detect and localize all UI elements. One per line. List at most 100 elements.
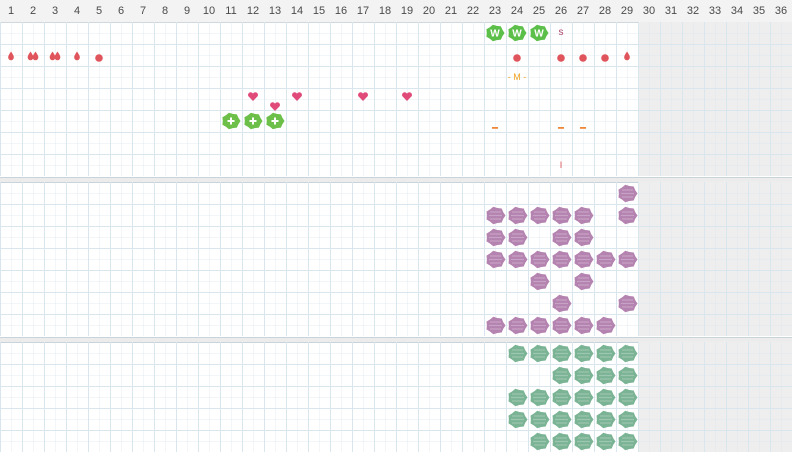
green-blob-marker[interactable] (617, 388, 638, 407)
green-blob-marker[interactable] (507, 344, 528, 363)
day-label[interactable]: 1 (7, 5, 15, 17)
dash-icon[interactable] (556, 118, 566, 129)
green-blob-marker[interactable] (595, 344, 616, 363)
dash-icon[interactable] (578, 118, 588, 129)
purple-blob-marker[interactable] (529, 206, 550, 225)
purple-blob-marker[interactable] (507, 228, 528, 247)
day-label[interactable]: 29 (620, 5, 634, 17)
blood-drop-icon[interactable] (620, 49, 634, 61)
day-note[interactable]: s (558, 27, 564, 38)
purple-blob-marker[interactable] (551, 206, 572, 225)
day-label[interactable]: 35 (752, 5, 766, 17)
day-label[interactable]: 9 (183, 5, 191, 17)
purple-blob-marker[interactable] (529, 316, 550, 335)
purple-blob-marker[interactable] (485, 228, 506, 247)
plus-badge-icon[interactable] (221, 112, 241, 130)
purple-blob-marker[interactable] (485, 250, 506, 269)
green-blob-marker[interactable] (617, 410, 638, 429)
dash-icon[interactable] (490, 118, 500, 129)
purple-blob-marker[interactable] (595, 250, 616, 269)
purple-blob-marker[interactable] (551, 228, 572, 247)
purple-blob-marker[interactable] (617, 294, 638, 313)
blood-drop-icon[interactable] (26, 49, 40, 61)
purple-blob-marker[interactable] (485, 316, 506, 335)
green-blob-marker[interactable] (617, 366, 638, 385)
day-label[interactable]: 14 (290, 5, 304, 17)
dot-icon[interactable] (94, 50, 104, 62)
green-blob-marker[interactable] (529, 344, 550, 363)
day-label[interactable]: 21 (444, 5, 458, 17)
purple-blob-marker[interactable] (573, 272, 594, 291)
w-badge-icon[interactable]: W (507, 24, 527, 42)
green-blob-marker[interactable] (551, 344, 572, 363)
day-label[interactable]: 8 (161, 5, 169, 17)
green-blob-marker[interactable] (617, 344, 638, 363)
day-label[interactable]: 17 (356, 5, 370, 17)
day-label[interactable]: 7 (139, 5, 147, 17)
day-label[interactable]: 34 (730, 5, 744, 17)
heart-icon[interactable] (401, 89, 413, 101)
day-label[interactable]: 10 (202, 5, 216, 17)
purple-blob-marker[interactable] (551, 316, 572, 335)
heart-icon[interactable] (247, 89, 259, 101)
day-label[interactable]: 32 (686, 5, 700, 17)
green-blob-marker[interactable] (595, 366, 616, 385)
green-blob-marker[interactable] (573, 432, 594, 451)
purple-blob-marker[interactable] (507, 206, 528, 225)
day-label[interactable]: 13 (268, 5, 282, 17)
green-blob-marker[interactable] (551, 366, 572, 385)
day-label[interactable]: 28 (598, 5, 612, 17)
dot-icon[interactable] (512, 50, 522, 62)
day-label[interactable]: 30 (642, 5, 656, 17)
day-note[interactable]: - M - (507, 72, 527, 82)
purple-blob-marker[interactable] (573, 206, 594, 225)
plus-badge-icon[interactable] (265, 112, 285, 130)
purple-blob-marker[interactable] (595, 316, 616, 335)
green-blob-marker[interactable] (507, 410, 528, 429)
day-label[interactable]: 3 (51, 5, 59, 17)
day-label[interactable]: 33 (708, 5, 722, 17)
day-label[interactable]: 24 (510, 5, 524, 17)
day-label[interactable]: 18 (378, 5, 392, 17)
purple-blob-marker[interactable] (551, 250, 572, 269)
green-blob-marker[interactable] (573, 366, 594, 385)
day-label[interactable]: 36 (774, 5, 788, 17)
green-blob-marker[interactable] (595, 410, 616, 429)
w-badge-icon[interactable]: W (485, 24, 505, 42)
day-label[interactable]: 31 (664, 5, 678, 17)
dot-icon[interactable] (556, 50, 566, 62)
day-label[interactable]: 16 (334, 5, 348, 17)
green-blob-marker[interactable] (529, 432, 550, 451)
w-badge-icon[interactable]: W (529, 24, 549, 42)
plus-badge-icon[interactable] (243, 112, 263, 130)
dot-icon[interactable] (600, 50, 610, 62)
green-blob-marker[interactable] (551, 388, 572, 407)
purple-blob-marker[interactable] (529, 250, 550, 269)
blood-drop-icon[interactable] (48, 49, 62, 61)
day-label[interactable]: 6 (117, 5, 125, 17)
purple-blob-marker[interactable] (573, 250, 594, 269)
day-label[interactable]: 2 (29, 5, 37, 17)
day-note[interactable]: I (559, 160, 563, 170)
purple-blob-marker[interactable] (617, 206, 638, 225)
green-blob-marker[interactable] (529, 410, 550, 429)
purple-blob-marker[interactable] (573, 316, 594, 335)
green-blob-marker[interactable] (595, 388, 616, 407)
purple-blob-marker[interactable] (551, 294, 572, 313)
purple-blob-marker[interactable] (507, 250, 528, 269)
day-label[interactable]: 4 (73, 5, 81, 17)
green-blob-marker[interactable] (507, 388, 528, 407)
purple-blob-marker[interactable] (485, 206, 506, 225)
day-label[interactable]: 11 (225, 5, 237, 17)
purple-blob-marker[interactable] (617, 250, 638, 269)
blood-drop-icon[interactable] (70, 49, 84, 61)
day-label[interactable]: 22 (466, 5, 480, 17)
day-label[interactable]: 12 (246, 5, 260, 17)
green-blob-marker[interactable] (617, 432, 638, 451)
purple-blob-marker[interactable] (529, 272, 550, 291)
day-label[interactable]: 19 (400, 5, 414, 17)
heart-icon[interactable] (357, 89, 369, 101)
blood-drop-icon[interactable] (4, 49, 18, 61)
green-blob-marker[interactable] (529, 388, 550, 407)
green-blob-marker[interactable] (573, 388, 594, 407)
